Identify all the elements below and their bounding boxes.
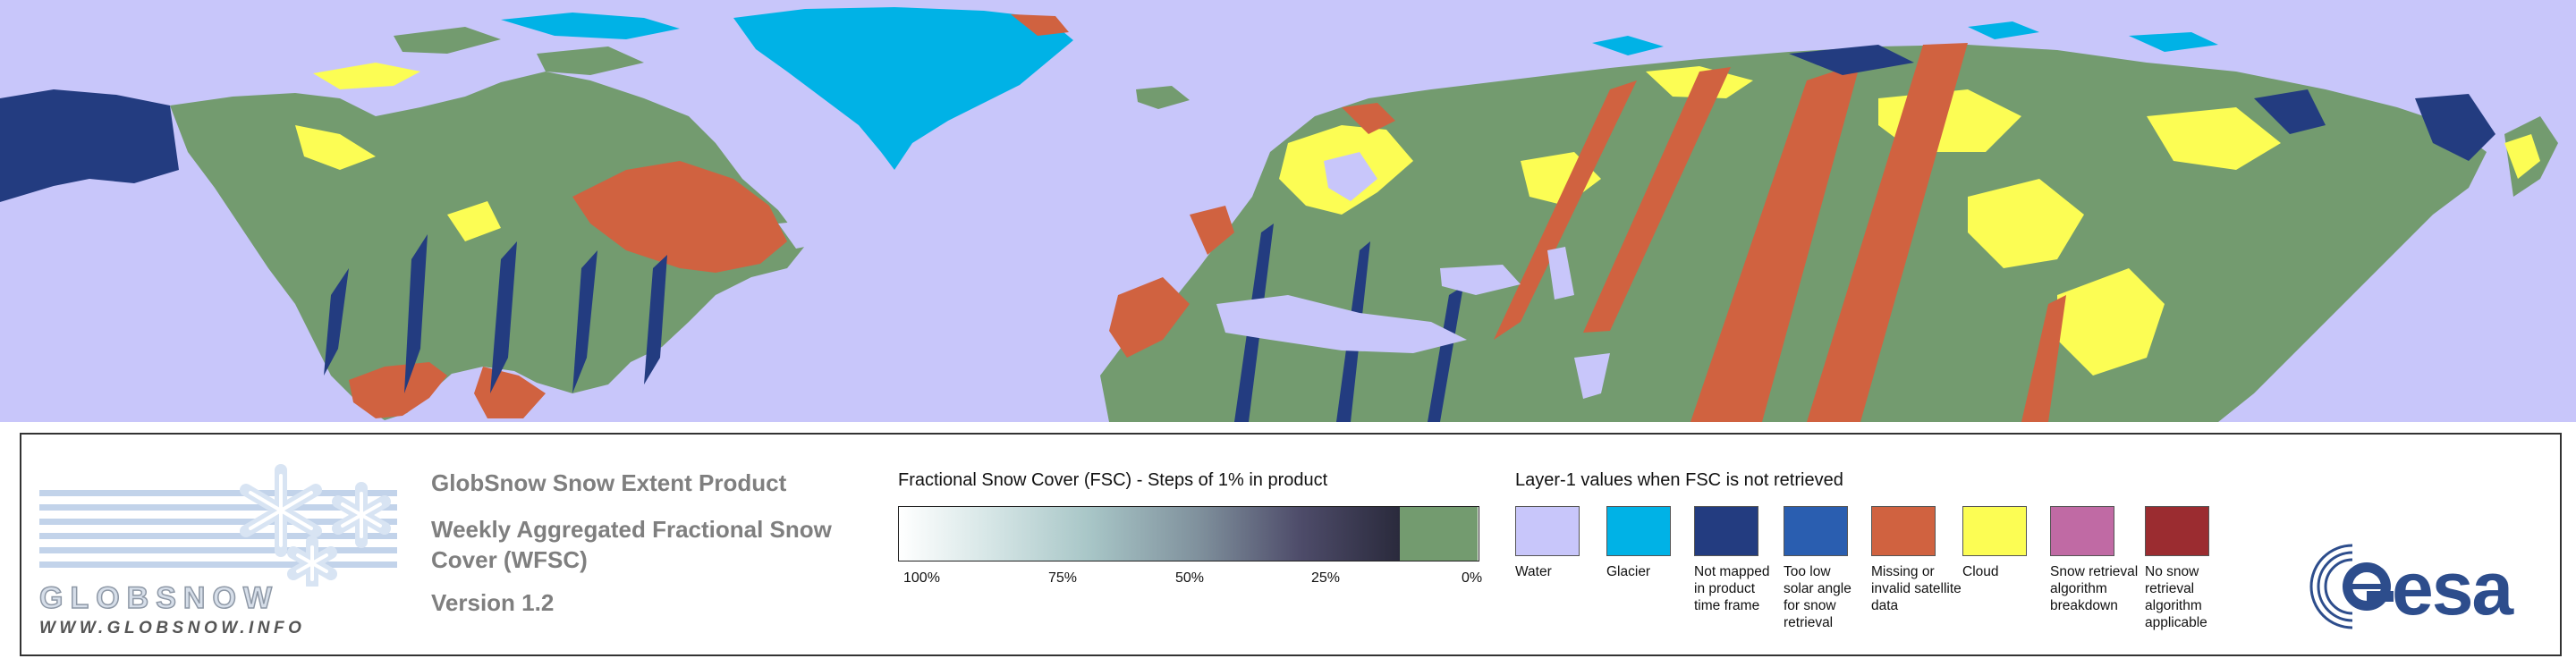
water-label: Water [1515, 564, 1552, 579]
low-solar-angle-swatch [1784, 506, 1848, 556]
not-mapped-swatch [1694, 506, 1758, 556]
fsc-tick-75: 75% [1048, 570, 1078, 586]
product-subtitle-line1: Weekly Aggregated Fractional Snow [431, 516, 832, 543]
eurasia [1100, 21, 2496, 422]
glacier-label: Glacier [1606, 564, 1651, 579]
fsc-tick-100: 100% [903, 570, 940, 586]
missing-data-label: Missing or invalid satellite data [1871, 564, 1962, 613]
globsnow-url: WWW.GLOBSNOW.INFO [39, 619, 306, 637]
east-asia-islands-cloud [2504, 134, 2540, 179]
fsc-colorbar [898, 506, 1479, 561]
greenland-edge-missing [1011, 14, 1069, 36]
snow-cover-map [0, 0, 2576, 422]
esa-rings-icon [2309, 542, 2397, 631]
greenland [733, 7, 1073, 170]
no-retrieval-label: No snow retrieval algorithm applicable [2145, 564, 2207, 630]
cloud-swatch [1962, 506, 2027, 556]
esa-wordmark: esa [2392, 546, 2513, 630]
north-america [0, 13, 805, 420]
legend-panel: GLOBSNOW WWW.GLOBSNOW.INFO GlobSnow Snow… [20, 433, 2562, 656]
globsnow-wordmark: GLOBSNOW [38, 581, 279, 615]
inland-water [778, 152, 1610, 399]
esa-logo: esa [2308, 542, 2576, 631]
water-swatch [1515, 506, 1580, 556]
algorithm-breakdown-swatch [2050, 506, 2114, 556]
glacier-swatch [1606, 506, 1671, 556]
product-version: Version 1.2 [431, 589, 555, 616]
product-subtitle-line2: Cover (WFSC) [431, 546, 588, 573]
missing-data-swatch [1871, 506, 1936, 556]
iceland [1136, 86, 1190, 109]
fsc-tick-25: 25% [1311, 570, 1341, 586]
globsnow-logo: GLOBSNOW WWW.GLOBSNOW.INFO [38, 452, 397, 640]
fsc-tick-50: 50% [1175, 570, 1205, 586]
fsc-snow-free-block [1400, 507, 1478, 561]
cloud-label: Cloud [1962, 564, 1999, 579]
no-retrieval-swatch [2145, 506, 2209, 556]
snowflake-stripes-graphic [39, 464, 397, 587]
algorithm-breakdown-label: Snow retrieval algorithm breakdown [2050, 564, 2139, 613]
not-mapped-label: Not mapped in product time frame [1694, 564, 1770, 613]
fsc-scale-title: Fractional Snow Cover (FSC) - Steps of 1… [898, 470, 1328, 490]
fsc-gradient [899, 507, 1400, 561]
low-solar-angle-label: Too low solar angle for snow retrieval [1784, 564, 1852, 630]
product-title: GlobSnow Snow Extent Product [431, 469, 787, 496]
fsc-tick-0: 0% [1462, 570, 1483, 586]
layer1-title: Layer-1 values when FSC is not retrieved [1515, 470, 1843, 490]
